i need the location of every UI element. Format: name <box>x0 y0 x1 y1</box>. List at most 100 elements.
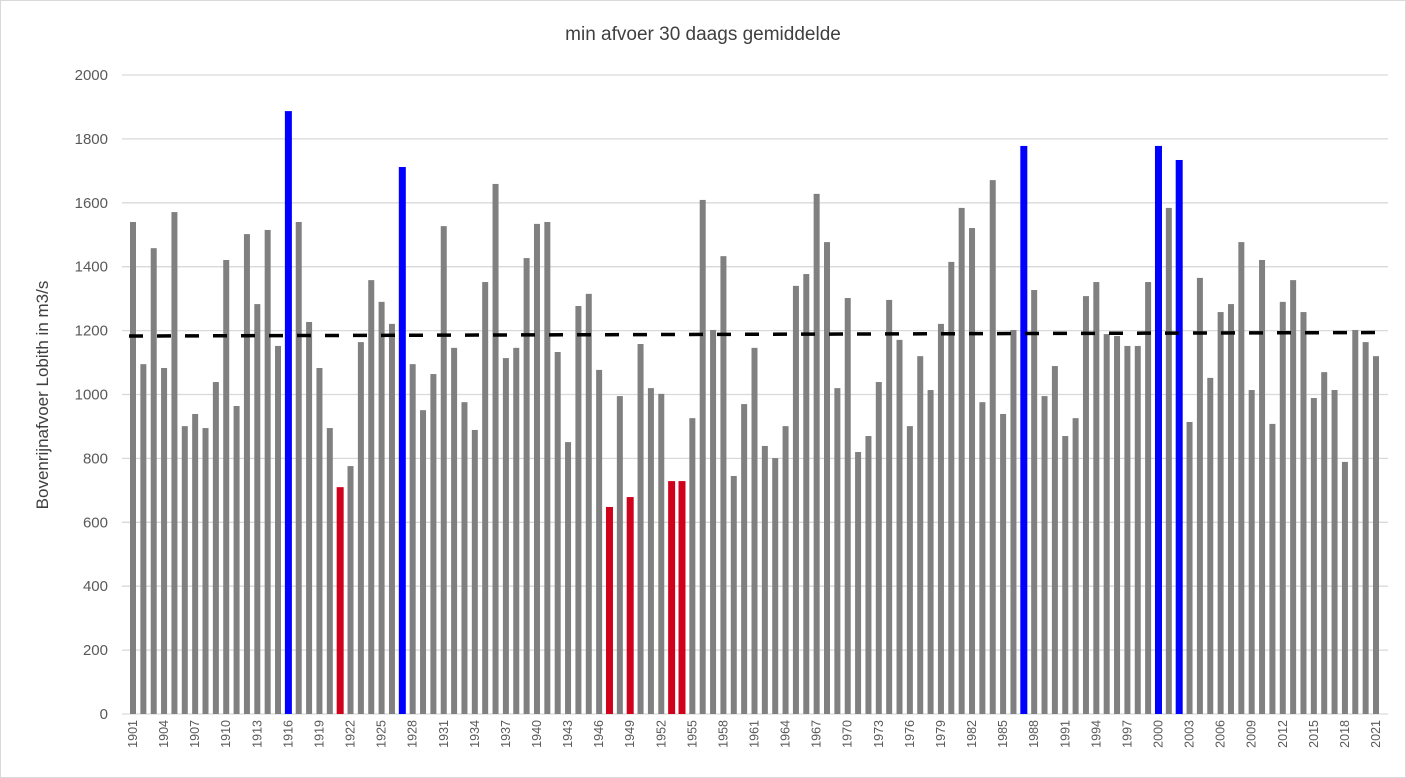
bar-2004 <box>1196 277 1203 714</box>
y-tick-label: 1600 <box>75 195 108 212</box>
bar-1995 <box>1103 334 1110 714</box>
bar-1997 <box>1124 345 1131 714</box>
x-tick-label: 1979 <box>934 720 948 748</box>
x-tick-label: 2000 <box>1151 720 1165 748</box>
bar-1967 <box>813 193 820 714</box>
x-tick-label: 1922 <box>344 720 358 748</box>
bar-1916 <box>284 111 292 714</box>
bar-1993 <box>1082 296 1089 714</box>
x-tick-label: 1904 <box>157 720 171 748</box>
x-tick-label: 1931 <box>437 720 451 748</box>
x-tick-label: 1934 <box>468 720 482 748</box>
bar-1906 <box>181 426 188 714</box>
x-tick-label: 1949 <box>623 720 637 748</box>
x-tick-label: 1955 <box>685 720 699 748</box>
bar-1953 <box>668 481 676 714</box>
bar-1912 <box>243 234 250 714</box>
x-tick-label: 2015 <box>1307 720 1321 748</box>
bar-1925 <box>378 301 385 714</box>
bar-1930 <box>430 374 437 714</box>
bar-2014 <box>1300 312 1307 714</box>
bar-2005 <box>1207 377 1214 714</box>
bar-1955 <box>689 418 696 714</box>
trendline <box>128 330 1381 338</box>
bar-1984 <box>989 180 996 715</box>
bar-1954 <box>678 481 686 714</box>
bar-1950 <box>637 344 644 714</box>
bar-1956 <box>699 199 706 714</box>
bar-1989 <box>1041 396 1048 714</box>
bar-2021 <box>1373 356 1379 714</box>
x-tick-label: 1919 <box>312 720 326 748</box>
bar-1972 <box>865 436 872 714</box>
bar-1932 <box>451 347 458 714</box>
x-tick-label: 2009 <box>1245 720 1259 748</box>
bar-1939 <box>523 258 530 714</box>
x-tick-label: 1946 <box>592 720 606 748</box>
bar-1986 <box>1010 329 1017 714</box>
bar-1988 <box>1031 290 1038 714</box>
y-tick-label: 600 <box>83 514 108 531</box>
x-tick-label: 1916 <box>281 720 295 748</box>
bar-1975 <box>896 339 903 714</box>
bar-1963 <box>772 458 779 714</box>
bar-1922 <box>347 466 354 714</box>
bar-2015 <box>1310 398 1317 714</box>
bar-1928 <box>409 364 416 714</box>
bar-2016 <box>1321 372 1328 714</box>
bar-1913 <box>254 304 261 714</box>
y-tick-label: 400 <box>83 578 108 595</box>
bar-2002 <box>1175 159 1183 714</box>
x-tick-label: 2018 <box>1338 720 1352 748</box>
bar-2017 <box>1331 390 1338 714</box>
bar-2011 <box>1269 423 1276 714</box>
bar-1908 <box>202 428 209 714</box>
bar-1914 <box>264 229 271 714</box>
bar-1991 <box>1062 436 1069 714</box>
x-tick-label: 1940 <box>530 720 544 748</box>
y-axis-label: Bovenrijnafvoer Lobith in m3/s <box>33 281 52 510</box>
bar-1915 <box>275 345 282 714</box>
bar-1905 <box>171 212 178 715</box>
bar-1945 <box>585 293 592 714</box>
bar-1998 <box>1134 345 1141 714</box>
bar-2000 <box>1154 145 1162 714</box>
bar-1938 <box>513 347 520 714</box>
y-tick-label: 1800 <box>75 131 108 148</box>
x-tick-label: 1997 <box>1120 720 1134 748</box>
bar-1964 <box>782 426 789 714</box>
bar-1910 <box>223 259 230 714</box>
bar-2019 <box>1352 329 1359 714</box>
bar-1923 <box>357 342 364 714</box>
bar-2006 <box>1217 312 1224 714</box>
bar-1951 <box>647 388 654 714</box>
bar-1974 <box>886 299 893 714</box>
bar-1924 <box>368 280 375 714</box>
bar-1952 <box>658 393 665 714</box>
y-tick-label: 800 <box>83 450 108 467</box>
bar-1944 <box>575 305 582 714</box>
bar-2009 <box>1248 390 1255 714</box>
bar-1987 <box>1020 145 1028 714</box>
bar-1907 <box>192 413 199 714</box>
bar-1935 <box>482 282 489 714</box>
bar-1937 <box>502 358 509 714</box>
bar-2012 <box>1279 301 1286 714</box>
bar-1940 <box>533 223 540 714</box>
bar-1920 <box>326 428 333 714</box>
y-tick-label: 0 <box>100 706 108 723</box>
bar-1947 <box>605 506 613 714</box>
x-tick-label: 1991 <box>1058 720 1072 748</box>
bar-1961 <box>751 347 758 714</box>
bar-1969 <box>834 388 841 714</box>
bar-1992 <box>1072 418 1079 714</box>
bar-1978 <box>927 390 934 714</box>
bar-1926 <box>388 323 395 714</box>
bar-1999 <box>1145 282 1152 714</box>
bar-1902 <box>140 364 147 714</box>
x-tick-label: 1937 <box>499 720 513 748</box>
bar-1941 <box>544 221 551 714</box>
bar-1948 <box>616 396 623 714</box>
x-tick-label: 1964 <box>779 720 793 748</box>
bar-1973 <box>875 382 882 714</box>
